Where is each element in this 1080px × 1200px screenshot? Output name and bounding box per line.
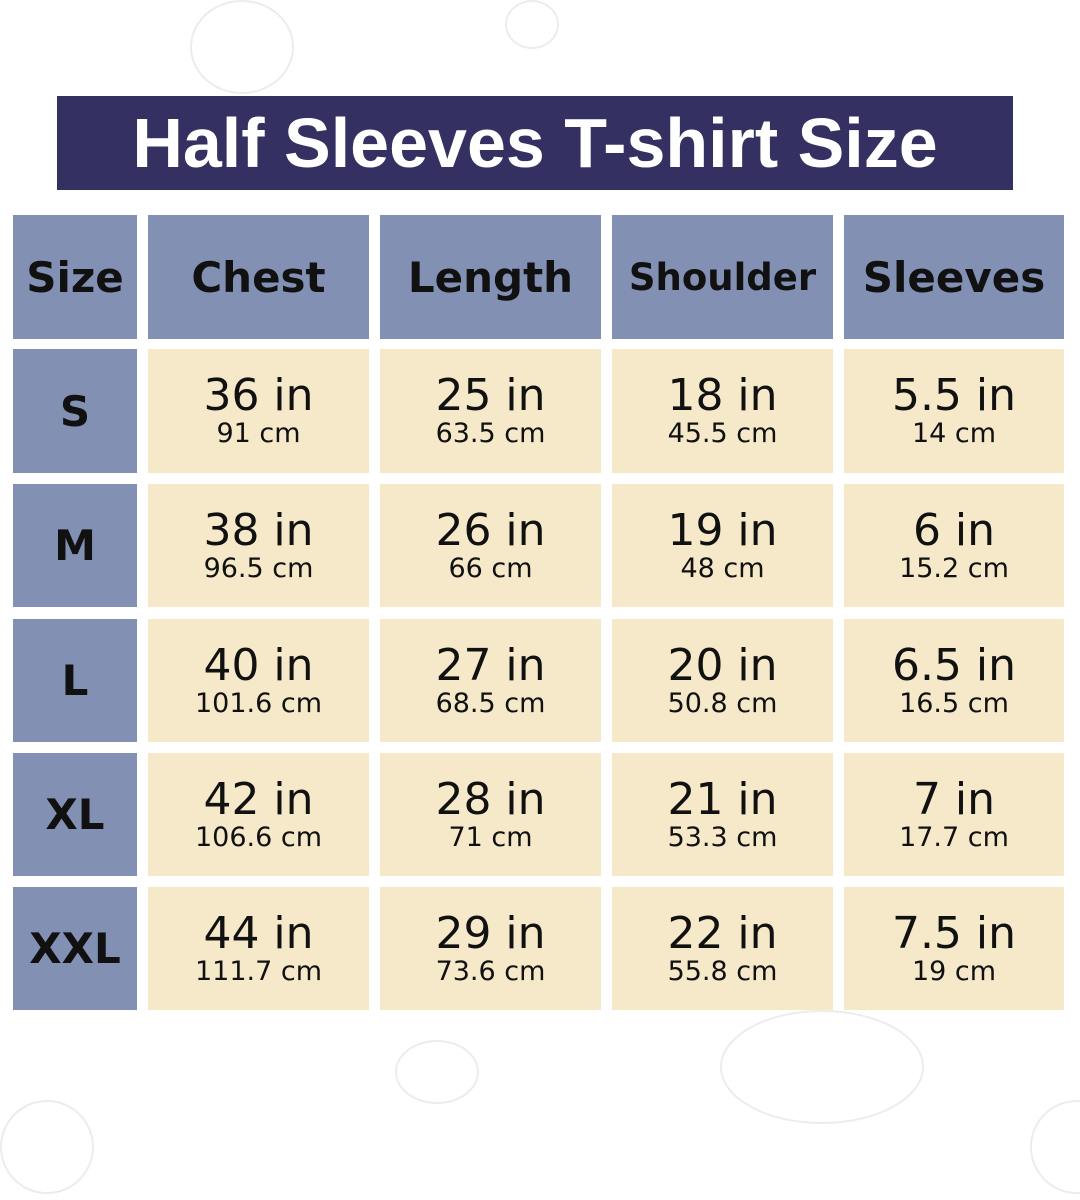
inches-value: 25 in (435, 370, 546, 421)
size-cell: M (13, 484, 137, 607)
measurement-cell: 21 in 53.3 cm (612, 753, 833, 876)
header-size: Size (13, 215, 137, 339)
header-label: Sleeves (862, 252, 1046, 302)
inches-value: 40 in (203, 639, 314, 691)
sheep-doodle (720, 1010, 924, 1124)
measurement-cell: 25 in 63.5 cm (380, 349, 601, 473)
size-label: XL (45, 790, 105, 839)
measurement-cell: 44 in 111.7 cm (148, 887, 369, 1010)
size-label: M (54, 521, 96, 570)
cm-value: 19 cm (911, 955, 997, 987)
cm-value: 17.7 cm (899, 821, 1009, 853)
size-cell: XXL (13, 887, 137, 1010)
header-chest: Chest (148, 215, 369, 339)
size-cell: L (13, 619, 137, 742)
inches-value: 42 in (203, 773, 314, 825)
header-label: Chest (191, 252, 326, 302)
measurement-cell: 19 in 48 cm (612, 484, 833, 607)
header-label: Shoulder (628, 255, 817, 299)
measurement-cell: 22 in 55.8 cm (612, 887, 833, 1010)
inches-value: 28 in (435, 773, 546, 825)
inches-value: 20 in (667, 639, 778, 691)
cm-value: 96.5 cm (203, 552, 314, 584)
cm-value: 73.6 cm (435, 955, 546, 987)
measurement-cell: 28 in 71 cm (380, 753, 601, 876)
inches-value: 21 in (667, 773, 778, 825)
cm-value: 68.5 cm (435, 687, 546, 719)
cm-value: 63.5 cm (435, 418, 546, 449)
inches-value: 44 in (203, 907, 314, 959)
inches-value: 5.5 in (891, 370, 1017, 421)
header-length: Length (380, 215, 601, 339)
cm-value: 50.8 cm (667, 687, 778, 719)
cm-value: 15.2 cm (899, 552, 1009, 584)
measurement-cell: 27 in 68.5 cm (380, 619, 601, 742)
size-label: XXL (29, 924, 121, 973)
inches-value: 19 in (667, 504, 778, 556)
cm-value: 101.6 cm (194, 687, 323, 719)
cm-value: 66 cm (448, 552, 533, 584)
cm-value: 91 cm (216, 418, 301, 449)
measurement-cell: 29 in 73.6 cm (380, 887, 601, 1010)
inches-value: 38 in (203, 504, 314, 556)
heart-doodle (395, 1040, 479, 1104)
measurement-cell: 38 in 96.5 cm (148, 484, 369, 607)
header-shoulder: Shoulder (612, 215, 833, 339)
size-label: L (61, 656, 89, 705)
measurement-cell: 36 in 91 cm (148, 349, 369, 473)
inches-value: 36 in (203, 370, 314, 421)
measurement-cell: 42 in 106.6 cm (148, 753, 369, 876)
measurement-cell: 5.5 in 14 cm (844, 349, 1064, 473)
cm-value: 16.5 cm (899, 687, 1009, 719)
yarn-ball-doodle (0, 1100, 94, 1194)
inches-value: 18 in (667, 370, 778, 421)
size-cell: S (13, 349, 137, 473)
cm-value: 111.7 cm (194, 955, 323, 987)
header-label: Size (26, 252, 124, 302)
cm-value: 71 cm (448, 821, 533, 853)
yarn-ball-doodle (1030, 1100, 1080, 1194)
inches-value: 27 in (435, 639, 546, 691)
inches-value: 7 in (912, 773, 996, 825)
size-label: S (59, 386, 91, 436)
measurement-cell: 20 in 50.8 cm (612, 619, 833, 742)
cm-value: 45.5 cm (667, 418, 778, 449)
cm-value: 53.3 cm (667, 821, 778, 853)
measurement-cell: 7.5 in 19 cm (844, 887, 1064, 1010)
inches-value: 7.5 in (891, 907, 1017, 959)
measurement-cell: 40 in 101.6 cm (148, 619, 369, 742)
measurement-cell: 6.5 in 16.5 cm (844, 619, 1064, 742)
measurement-cell: 18 in 45.5 cm (612, 349, 833, 473)
measurement-cell: 26 in 66 cm (380, 484, 601, 607)
inches-value: 29 in (435, 907, 546, 959)
yarn-ball-doodle (190, 0, 294, 94)
cm-value: 55.8 cm (667, 955, 778, 987)
cm-value: 106.6 cm (194, 821, 323, 853)
inches-value: 6.5 in (891, 639, 1017, 691)
measurement-cell: 6 in 15.2 cm (844, 484, 1064, 607)
cm-value: 48 cm (680, 552, 765, 584)
page-title: Half Sleeves T-shirt Size (57, 96, 1013, 190)
measurement-cell: 7 in 17.7 cm (844, 753, 1064, 876)
inches-value: 22 in (667, 907, 778, 959)
button-doodle (505, 0, 559, 49)
inches-value: 6 in (912, 504, 996, 556)
header-label: Length (407, 252, 574, 302)
inches-value: 26 in (435, 504, 546, 556)
size-cell: XL (13, 753, 137, 876)
header-sleeves: Sleeves (844, 215, 1064, 339)
cm-value: 14 cm (911, 418, 997, 449)
